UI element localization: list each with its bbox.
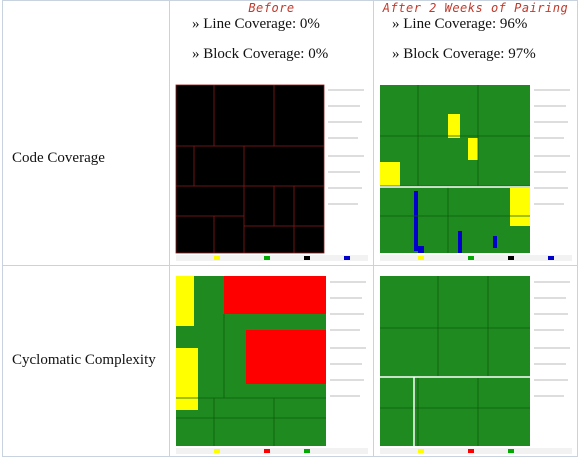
treemap-image xyxy=(378,76,574,262)
row-label: Cyclomatic Complexity xyxy=(12,352,156,368)
treemap-image xyxy=(378,268,574,454)
bullet: » Block Coverage: 0% xyxy=(192,46,329,62)
bullet: » Line Coverage: 96% xyxy=(392,16,528,32)
cell xyxy=(373,265,578,457)
treemap-image xyxy=(174,76,370,262)
column-header: Before xyxy=(248,1,295,15)
cell xyxy=(2,0,170,266)
bullet: » Line Coverage: 0% xyxy=(192,16,320,32)
row-label: Code Coverage xyxy=(12,150,105,166)
column-header: After 2 Weeks of Pairing xyxy=(382,1,569,15)
treemap-image xyxy=(174,268,370,454)
bullet: » Block Coverage: 97% xyxy=(392,46,536,62)
